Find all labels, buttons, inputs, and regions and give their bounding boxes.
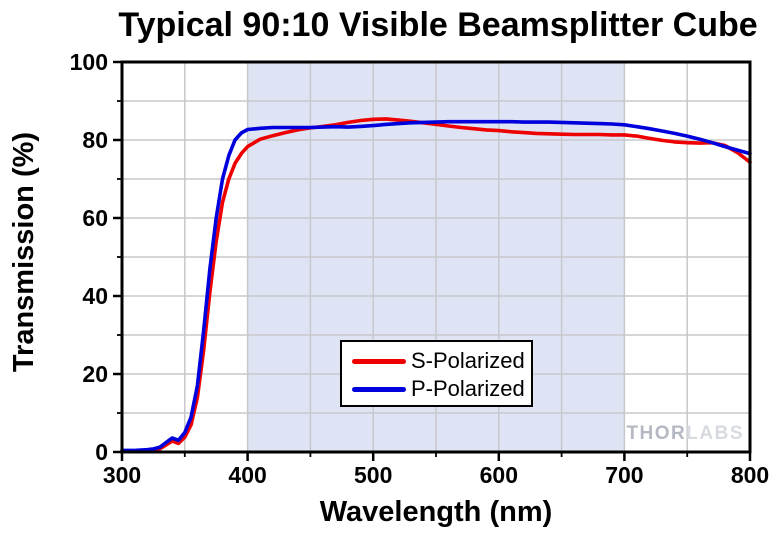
- y-tick-label: 0: [95, 439, 108, 465]
- x-tick-label: 600: [479, 462, 518, 488]
- y-tick-label: 20: [82, 361, 108, 387]
- y-tick-label: 40: [82, 283, 108, 309]
- watermark-thor-text: THOR: [626, 423, 687, 444]
- watermark-labs-text: LABS: [686, 423, 744, 444]
- x-tick-label: 700: [605, 462, 644, 488]
- y-axis-title: Transmission (%): [8, 131, 40, 373]
- legend: S-Polarized P-Polarized: [340, 340, 533, 407]
- y-tick-label: 80: [82, 127, 108, 153]
- x-axis-title: Wavelength (nm): [319, 496, 553, 528]
- series-s-polarized: [120, 117, 752, 453]
- x-tick-label: 300: [102, 462, 142, 488]
- x-tick-label: 800: [730, 462, 770, 488]
- legend-label-p-polarized: P-Polarized: [411, 376, 525, 401]
- legend-item-p-polarized: P-Polarized: [352, 375, 531, 403]
- x-tick-label: 500: [354, 462, 393, 488]
- x-tick-label: 400: [228, 462, 267, 488]
- p-polarized-line-sample: [352, 386, 406, 392]
- s-polarized-line-sample: [352, 358, 406, 364]
- legend-label-s-polarized: S-Polarized: [411, 348, 525, 373]
- thorlabs-watermark-logo: THORLABS: [626, 423, 744, 445]
- chart-title: Typical 90:10 Visible Beamsplitter Cube: [118, 6, 758, 44]
- y-tick-label: 60: [82, 205, 108, 231]
- y-tick-label: 100: [69, 49, 108, 75]
- legend-item-s-polarized: S-Polarized: [352, 347, 531, 375]
- series-p-polarized: [120, 119, 752, 453]
